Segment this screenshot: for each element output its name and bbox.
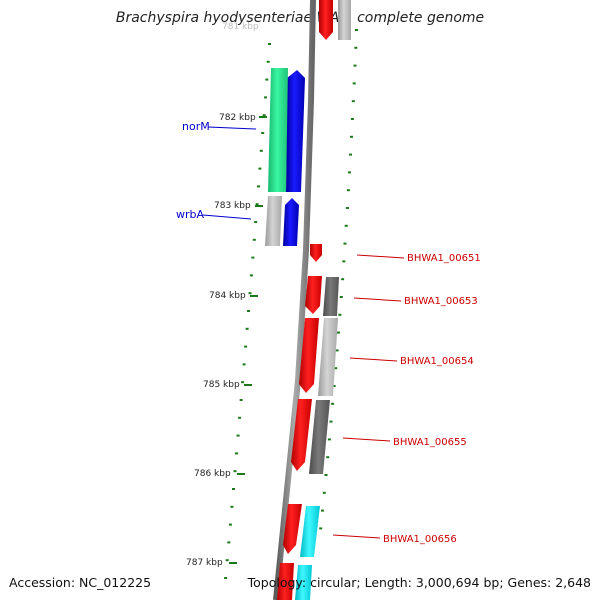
scale-ticks: 782 kbp 783 kbp 784 kbp 785 kbp 786 kbp …: [186, 113, 267, 568]
gene-arrow-partial-bottom: [277, 563, 294, 600]
gene-arrow-partial: [319, 0, 333, 40]
cog-block-BHWA1_00653: [323, 277, 339, 316]
label-leader-BHWA1_00656: [332, 534, 381, 539]
label-leader-BHWA1_00653: [353, 297, 402, 302]
gene-label-norM[interactable]: norM: [182, 120, 210, 133]
cog-block-partial: [338, 0, 351, 40]
gene-BHWA1_00655-arrow: [291, 399, 312, 471]
scale-label-782: 782 kbp: [219, 113, 256, 123]
scale-label-783: 783 kbp: [214, 201, 251, 211]
gene-BHWA1_00651-arrow: [310, 244, 322, 262]
gene-label-BHWA1_00651[interactable]: BHWA1_00651: [407, 253, 481, 264]
gene-label-wrbA[interactable]: wrbA: [176, 208, 205, 221]
forward-strand-genes: [265, 68, 305, 246]
scale-label-786: 786 kbp: [194, 469, 231, 479]
cog-block-BHWA1_00655: [309, 400, 330, 474]
outer-tick-dots: [224, 43, 271, 579]
scale-label-785: 785 kbp: [203, 380, 240, 390]
cog-block-norM: [268, 68, 288, 192]
label-leader-BHWA1_00655: [342, 437, 391, 442]
scale-label-787: 787 kbp: [186, 558, 223, 568]
label-leader-wrbA: [202, 214, 252, 220]
gene-label-BHWA1_00656[interactable]: BHWA1_00656: [383, 534, 457, 545]
gene-label-BHWA1_00654[interactable]: BHWA1_00654: [400, 356, 474, 367]
map-title: Brachyspira hyodysenteriae WA1, complete…: [115, 10, 485, 26]
cog-block-BHWA1_00654: [318, 318, 338, 396]
label-leader-BHWA1_00654: [349, 357, 398, 362]
gene-label-BHWA1_00655[interactable]: BHWA1_00655: [393, 437, 467, 448]
cog-block-wrbA: [265, 196, 282, 246]
scale-label-784: 784 kbp: [209, 291, 246, 301]
gene-BHWA1_00656-arrow: [283, 504, 302, 554]
accession-text: Accession: NC_012225: [9, 575, 152, 590]
scale-label-faded: 781 kbp: [222, 22, 259, 32]
label-leader-BHWA1_00651: [356, 254, 405, 259]
gene-norM-arrow: [286, 70, 305, 192]
label-leader-norM: [207, 126, 257, 130]
gene-BHWA1_00654-arrow: [299, 318, 319, 393]
cog-block-partial-bottom: [295, 565, 312, 600]
top-partial-features: [319, 0, 351, 40]
reverse-strand-genes: [277, 244, 339, 600]
left-gene-labels: norM wrbA: [176, 120, 257, 221]
inner-tick-dots: [319, 29, 358, 530]
right-gene-labels: BHWA1_00651 BHWA1_00653 BHWA1_00654 BHWA…: [332, 253, 481, 545]
gene-label-BHWA1_00653[interactable]: BHWA1_00653: [404, 296, 478, 307]
genome-backbone: [273, 0, 316, 600]
gene-wrbA-arrow: [283, 198, 299, 246]
gene-BHWA1_00653-arrow: [305, 276, 322, 314]
cog-block-BHWA1_00656: [300, 506, 320, 557]
genome-summary-text: Topology: circular; Length: 3,000,694 bp…: [247, 575, 591, 590]
